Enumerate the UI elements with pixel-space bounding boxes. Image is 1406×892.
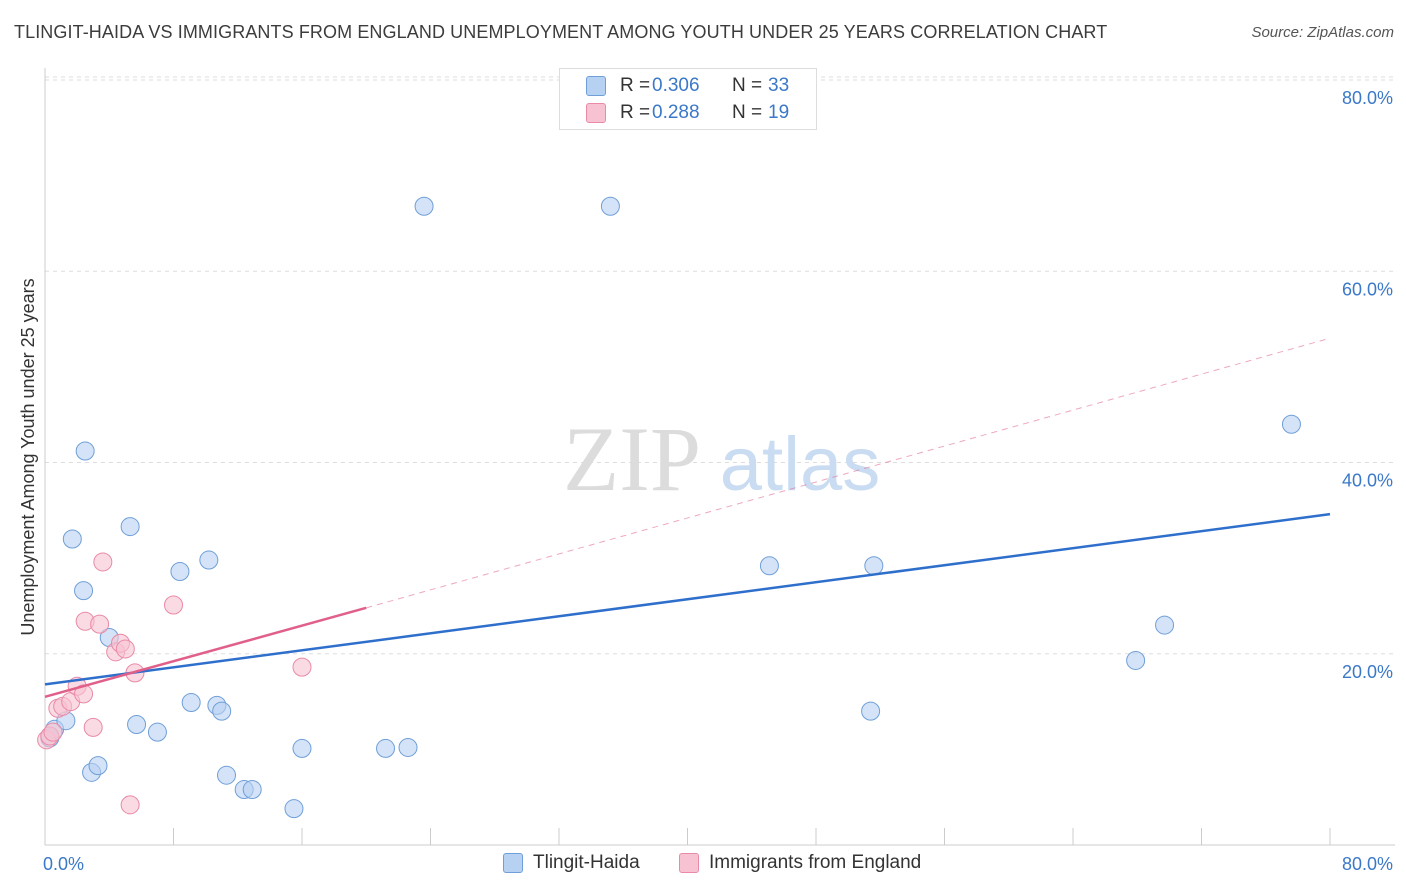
- legend-label-tlingit-haida: Tlingit-Haida: [533, 852, 640, 873]
- chart-title: TLINGIT-HAIDA VS IMMIGRANTS FROM ENGLAND…: [14, 22, 1108, 42]
- data-point-tlingit-haida: [1281, 414, 1301, 434]
- data-point-tlingit-haida: [600, 196, 620, 216]
- data-point-tlingit-haida: [284, 799, 304, 819]
- data-point-tlingit-haida: [292, 738, 312, 758]
- data-point-immigrants-england: [292, 657, 312, 677]
- correlation-legend: R = 0.306 N = 33 R = 0.288 N = 19: [559, 68, 817, 130]
- data-point-tlingit-haida: [212, 701, 232, 721]
- legend-item-immigrants-england: Immigrants from England: [679, 852, 921, 874]
- trend-layer: [44, 337, 1331, 698]
- trend-line-tlingit-haida: [44, 512, 1331, 686]
- points-layer: [37, 196, 1301, 819]
- data-point-tlingit-haida: [864, 556, 884, 576]
- data-point-tlingit-haida: [170, 562, 190, 582]
- data-point-immigrants-england: [83, 717, 103, 737]
- data-point-tlingit-haida: [1155, 615, 1175, 635]
- data-point-tlingit-haida: [147, 722, 167, 742]
- legend-n-label: N =: [732, 75, 763, 96]
- watermark-zip: ZIP: [563, 408, 701, 510]
- data-point-tlingit-haida: [242, 780, 262, 800]
- data-point-tlingit-haida: [217, 765, 237, 785]
- legend-item-tlingit-haida: Tlingit-Haida: [503, 852, 640, 874]
- trend-line-immigrants-england: [44, 606, 367, 698]
- data-point-immigrants-england: [90, 614, 110, 634]
- x-tick-label: 80.0%: [1342, 854, 1393, 874]
- legend-swatch-pink: [586, 103, 606, 123]
- y-tick-label: 40.0%: [1342, 471, 1393, 491]
- watermark: ZIP atlas: [563, 408, 880, 510]
- legend-swatch-blue: [586, 76, 606, 96]
- data-point-immigrants-england: [115, 639, 135, 659]
- data-point-tlingit-haida: [74, 581, 94, 601]
- data-point-tlingit-haida: [120, 517, 140, 537]
- data-point-tlingit-haida: [199, 550, 219, 570]
- watermark-atlas: atlas: [720, 422, 881, 507]
- y-tick-label: 60.0%: [1342, 279, 1393, 299]
- legend-r-value: 0.306: [652, 75, 700, 96]
- legend-swatch-pink: [679, 853, 699, 873]
- legend-label-immigrants-england: Immigrants from England: [709, 852, 922, 873]
- x-tick-label: 0.0%: [43, 854, 84, 874]
- grid-layer: [45, 76, 1395, 655]
- data-point-immigrants-england: [120, 795, 140, 815]
- data-point-tlingit-haida: [414, 196, 434, 216]
- legend-n-value: 33: [768, 75, 790, 96]
- data-point-immigrants-england: [164, 595, 183, 615]
- data-point-tlingit-haida: [127, 715, 147, 735]
- legend-r-value: 0.288: [652, 102, 700, 123]
- legend-swatch-blue: [503, 853, 523, 873]
- data-point-tlingit-haida: [1126, 650, 1146, 670]
- legend-r-label: R =: [620, 75, 651, 96]
- data-point-tlingit-haida: [759, 556, 779, 576]
- data-point-immigrants-england: [93, 552, 113, 572]
- data-point-tlingit-haida: [75, 441, 95, 461]
- data-point-tlingit-haida: [376, 738, 396, 758]
- legend-n-label: N =: [732, 102, 763, 123]
- data-point-tlingit-haida: [88, 756, 108, 776]
- legend-n-value: 19: [768, 102, 790, 123]
- y-tick-label: 80.0%: [1342, 88, 1393, 108]
- legend-r-label: R =: [620, 102, 651, 123]
- data-point-tlingit-haida: [398, 737, 418, 757]
- series-legend: Tlingit-Haida Immigrants from England: [0, 850, 1406, 880]
- data-point-tlingit-haida: [861, 701, 881, 721]
- data-point-immigrants-england: [43, 722, 63, 742]
- trend-line-extended-immigrants-england: [366, 337, 1331, 609]
- y-axis-label: Unemployment Among Youth under 25 years: [18, 278, 38, 635]
- axis-layer: 20.0% 40.0% 60.0% 80.0% 0.0% 80.0%: [43, 68, 1395, 874]
- data-point-tlingit-haida: [62, 529, 82, 549]
- source-credit: Source: ZipAtlas.com: [1251, 24, 1394, 41]
- data-point-tlingit-haida: [181, 693, 201, 713]
- y-tick-label: 20.0%: [1342, 662, 1393, 682]
